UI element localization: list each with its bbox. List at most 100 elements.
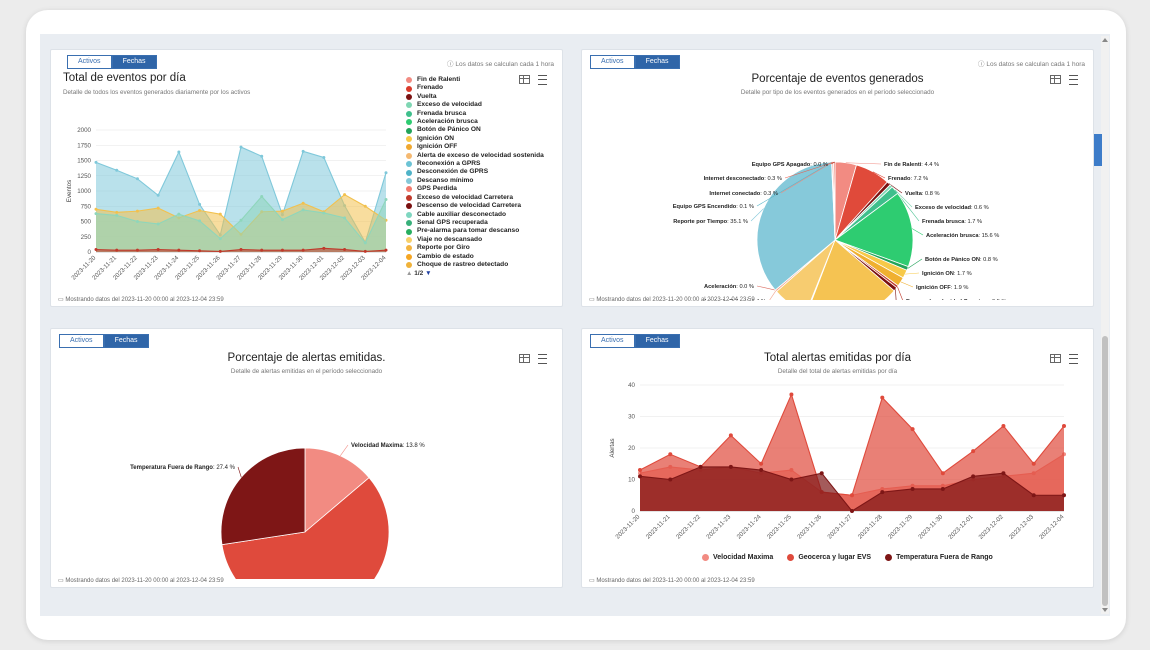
data-point <box>301 248 305 252</box>
legend-label: Descenso de velocidad Carretera <box>417 202 522 210</box>
legend-item[interactable]: Reporte por Giro <box>406 244 544 252</box>
legend-item[interactable]: GPS Perdida <box>406 185 544 193</box>
slice-label: Reporte por Tiempo: 35.1 % <box>673 219 748 225</box>
legend-item[interactable]: Velocidad Maxima <box>702 554 773 561</box>
tab-activos[interactable]: Activos <box>590 55 635 69</box>
scrollbar-thumb[interactable] <box>1102 336 1108 606</box>
alerts-legend: Velocidad Maxima Geocerca y lugar EVS Temp… <box>702 554 993 561</box>
vertical-scrollbar[interactable] <box>1101 36 1109 614</box>
legend-item[interactable]: Desconexión de GPRS <box>406 168 544 176</box>
legend-label: Ignición ON <box>417 134 454 142</box>
y-tick-label: 1500 <box>77 158 91 165</box>
legend-item[interactable]: Descanso mínimo <box>406 177 544 185</box>
data-point <box>239 145 243 149</box>
menu-icon[interactable] <box>538 354 547 364</box>
tab-fechas[interactable]: Fechas <box>634 55 680 69</box>
legend-label: Geocerca y lugar EVS <box>798 554 872 561</box>
panel-subtitle: Detalle por tipo de los eventos generado… <box>740 89 935 96</box>
legend-prev-icon[interactable]: ▲ <box>406 270 413 278</box>
legend-item[interactable]: Geocerca y lugar EVS <box>787 554 871 561</box>
legend-item[interactable]: Cambio de estado <box>406 253 544 261</box>
data-point <box>728 464 733 469</box>
legend-item[interactable]: Descenso de velocidad Carretera <box>406 202 544 210</box>
slice-name: Ignición OFF <box>916 285 951 291</box>
slice-label: Fin de Ralenti: 4.4 % <box>884 162 939 168</box>
slice-value: : 1.9 % <box>951 285 969 291</box>
label-connector <box>769 290 777 300</box>
scroll-up-icon[interactable] <box>1102 38 1108 42</box>
panel-total-alertas: Activos Fechas Total alertas emitidas po… <box>581 328 1094 588</box>
menu-icon[interactable] <box>1069 354 1078 364</box>
table-view-icon[interactable] <box>1050 354 1061 363</box>
data-point <box>819 471 824 476</box>
slice-value: : 0.4 % <box>748 299 766 300</box>
legend-item[interactable]: Fin de Ralenti <box>406 76 544 84</box>
panel-tabs: Activos Fechas <box>67 55 157 69</box>
data-point <box>135 248 139 252</box>
label-connector <box>872 171 886 179</box>
table-view-icon[interactable] <box>519 75 530 84</box>
panel-title: Total de eventos por día <box>63 72 186 84</box>
tab-activos[interactable]: Activos <box>67 55 112 69</box>
y-tick-label: 0 <box>88 249 92 256</box>
legend-marker <box>406 211 412 218</box>
data-point <box>115 168 119 172</box>
data-point <box>177 248 181 252</box>
label-connector <box>900 281 914 288</box>
legend-item[interactable]: Frenada brusca <box>406 110 544 118</box>
legend-item[interactable]: Choque de rastreo detectado <box>406 261 544 269</box>
legend-item[interactable]: Frenado <box>406 84 544 92</box>
footer-text: Mostrando datos del 2023-11-20 00:00 al … <box>596 578 755 584</box>
legend-next-icon[interactable]: ▼ <box>425 270 432 278</box>
menu-icon[interactable] <box>538 75 547 85</box>
slice-value: : 1.7 % <box>964 219 982 225</box>
legend-marker <box>406 203 412 210</box>
table-view-icon[interactable] <box>1050 75 1061 84</box>
legend-label: Choque de rastreo detectado <box>417 260 509 268</box>
chart-tools <box>519 75 547 85</box>
legend-item[interactable]: Pre-alarma para tomar descanso <box>406 227 544 235</box>
tab-fechas[interactable]: Fechas <box>103 334 149 348</box>
legend-item[interactable]: Alerta de exceso de velocidad sostenida <box>406 152 544 160</box>
slice-label: Velocidad Maxima: 13.8 % <box>351 443 425 449</box>
slice-label: Aceleración: 0.0 % <box>704 284 754 290</box>
data-point <box>280 218 284 222</box>
legend-item[interactable]: Reconexión a GPRS <box>406 160 544 168</box>
tab-activos[interactable]: Activos <box>59 334 104 348</box>
legend-marker <box>406 178 412 185</box>
label-connector <box>845 162 882 165</box>
x-tick-label: 2023-12-01 <box>947 513 975 541</box>
menu-icon[interactable] <box>1069 75 1078 85</box>
legend-item[interactable]: Botón de Pánico ON <box>406 126 544 134</box>
legend-item[interactable]: Exceso de velocidad <box>406 101 544 109</box>
slice-label: Frenada brusca: 1.7 % <box>922 219 982 225</box>
date-range-footer: ▭ Mostrando datos del 2023-11-20 00:00 a… <box>58 296 224 303</box>
legend-item[interactable]: Exceso de velocidad Carretera <box>406 194 544 202</box>
data-point <box>759 461 764 466</box>
slice-value: : 0.3 % <box>760 191 778 197</box>
legend-item[interactable]: Ignición ON <box>406 135 544 143</box>
scroll-down-icon[interactable] <box>1102 608 1108 612</box>
slice-label: Vuelta: 0.8 % <box>905 191 940 197</box>
tab-fechas[interactable]: Fechas <box>111 55 157 69</box>
legend-item[interactable]: Senal GPS recuperada <box>406 219 544 227</box>
legend-label: Exceso de velocidad <box>417 101 482 109</box>
legend-item[interactable]: Temperatura Fuera de Rango <box>885 554 993 561</box>
legend-marker <box>406 194 412 201</box>
panel-subtitle: Detalle de alertas emitidas en el períod… <box>230 368 383 375</box>
legend-marker <box>406 102 412 109</box>
legend-item[interactable]: Vuelta <box>406 93 544 101</box>
legend-item[interactable]: Ignición OFF <box>406 143 544 151</box>
legend-label: Fin de Ralenti <box>417 76 461 83</box>
slice-label: Aceleración brusca: 15.6 % <box>926 233 999 239</box>
slice-value: : 0.8 % <box>922 191 940 197</box>
tab-activos[interactable]: Activos <box>590 334 635 348</box>
legend-item[interactable]: Viaje no descansado <box>406 236 544 244</box>
legend-item[interactable]: Aceleración brusca <box>406 118 544 126</box>
date-range-footer: ▭ Mostrando datos del 2023-11-20 00:00 a… <box>58 577 224 584</box>
tab-fechas[interactable]: Fechas <box>634 334 680 348</box>
calendar-icon: ▭ <box>589 297 595 303</box>
table-view-icon[interactable] <box>519 354 530 363</box>
legend-item[interactable]: Cable auxiliar desconectado <box>406 211 544 219</box>
